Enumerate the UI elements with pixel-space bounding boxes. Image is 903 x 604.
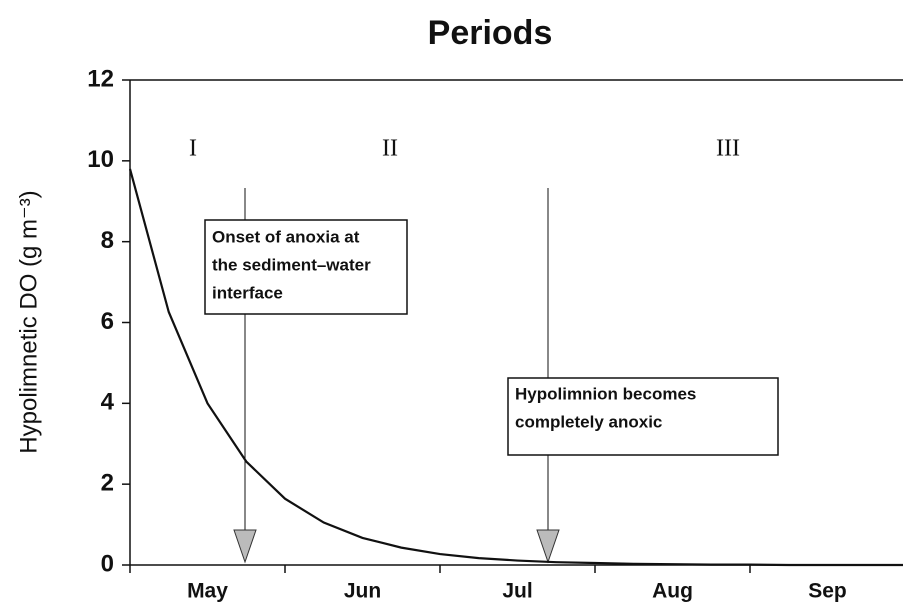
y-axis-label: Hypolimnetic DO (g m⁻³) [15,190,42,453]
y-tick-label: 2 [101,470,114,497]
annotation-text: Onset of anoxia at [212,227,360,246]
x-tick-label: Jun [344,580,381,603]
y-tick-label: 6 [101,308,114,335]
y-tick-label: 12 [87,65,114,92]
annotation-text: the sediment–water [212,255,371,274]
annotation-text: Hypolimnion becomes [515,384,696,403]
x-tick-label: Jul [502,580,532,603]
x-tick-label: Sep [808,580,847,603]
period-label: III [716,136,740,162]
arrow-head [536,529,560,564]
y-tick-label: 10 [87,146,114,173]
x-tick-label: May [187,580,228,603]
period-label: II [382,136,398,162]
y-tick-label: 4 [101,389,115,416]
y-tick-label: 0 [101,550,114,577]
data-line [128,168,903,567]
annotation-text: completely anoxic [515,412,662,431]
period-label: I [189,136,197,162]
chart-title: Periods [428,14,553,52]
y-tick-label: 8 [101,227,114,254]
annotation-text: interface [212,283,283,302]
annotation-box [204,219,408,315]
x-tick-label: Aug [652,580,693,603]
annotation-box [507,377,779,456]
arrow-head [233,529,257,564]
